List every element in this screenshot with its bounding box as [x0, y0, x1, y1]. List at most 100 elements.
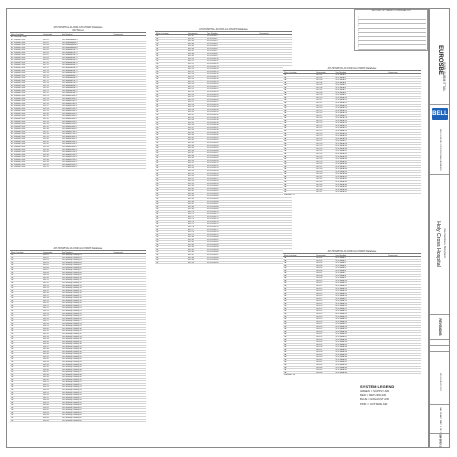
- table-cell: 1B: [11, 383, 14, 386]
- table-cell: B2 Ground Level: [11, 125, 26, 128]
- table-cell: VFV-1A4A-39: [335, 353, 347, 356]
- table-cell: VFV-1B1B-40: [207, 134, 219, 136]
- table-cell: VFV-1B1B-86: [207, 251, 219, 254]
- table-cell: SF1-46: [187, 149, 195, 152]
- schedule-rows: 1B SF1-01 VFV-1B1B-1 1B SF1-02 VFV-1B1B-2 1B SF…: [155, 35, 292, 265]
- table-cell: VFV-Hallway Gallery-47: [61, 371, 82, 373]
- table-cell: SF3-26: [42, 317, 49, 320]
- table-cell: VFV-Hallway Gallery-65: [61, 417, 82, 419]
- revisions-label: REVISIONS: [437, 318, 442, 336]
- table-cell: VFV-1A4A-1: [335, 257, 346, 259]
- table-cell: SF1-64: [187, 195, 195, 197]
- table-cell: VFV-Hallway Gallery-12: [61, 282, 82, 284]
- table-cell: VFV-HBBE13BP-2: [61, 112, 78, 115]
- table-row: 1B SF3-06 VFV-Hallway Gallery-06: [10, 267, 146, 270]
- table-cell: B2 Ground Level: [11, 100, 26, 102]
- table-cell: VFV-1A4A-36: [335, 346, 347, 348]
- table-cell: 1A: [284, 297, 287, 300]
- table-cell: 1B: [156, 220, 159, 223]
- table-row: 1A SF4-09 VFV-1A4A-9: [283, 277, 421, 280]
- table-cell: 1B: [156, 190, 159, 192]
- table-cell: VFV-Hallway Gallery-59: [61, 401, 82, 404]
- table-cell: VFV-1A2A-1: [335, 74, 346, 76]
- table-cell: 1B: [11, 271, 14, 274]
- table-cell: VFV-1B1B-26: [207, 98, 219, 101]
- table-cell: SF2-25: [316, 135, 323, 137]
- table-cell: SF3-03: [42, 259, 49, 261]
- table-cell-comment: [388, 122, 421, 124]
- table-cell: SF1-32: [187, 113, 195, 116]
- table-row: B2 Ground Level SF1-51 VFV-HBBE24BP-1: [10, 166, 146, 169]
- table-cell-comment: [388, 336, 421, 338]
- table-cell: B2 Ground Level: [11, 105, 26, 107]
- table-cell: 1B: [156, 35, 159, 37]
- table-cell: SF4-09: [316, 277, 323, 279]
- table-cell: SF3-11: [42, 279, 49, 282]
- table-cell: VFV-1A2A-35: [335, 160, 347, 163]
- table-cell: VFV-HBBEBASE-1: [61, 39, 78, 41]
- table-cell: VFV-1B1B-32: [207, 113, 219, 116]
- table-cell-comment: [113, 277, 146, 279]
- table-cell: VFV-HBBEB2BP-3: [61, 54, 78, 56]
- table-row: 1A SF4-15 VFV-1A4A-15: [283, 293, 421, 296]
- table-cell: SF2-38: [316, 168, 323, 170]
- table-cell: VFV-HBBE10BP-2: [61, 97, 78, 100]
- table-row: 1B SF1-89 VFV-1B1B-89: [155, 259, 292, 262]
- table-cell: SF4-31: [316, 333, 323, 335]
- table-row: 1B SF3-63 VFV-Hallway Gallery-63: [10, 412, 146, 415]
- table-cell: VFV-Hallway Gallery-41: [61, 355, 82, 358]
- table-cell: VFV-HBBE23BP-2: [61, 163, 78, 166]
- table-cell: VFV-Hallway Gallery-15: [61, 289, 82, 292]
- table-cell: VFV-1A4A-25: [335, 318, 347, 320]
- table-cell: VFV-HBBEB9BP-1: [61, 89, 78, 92]
- table-cell: 1A: [284, 264, 287, 267]
- table-cell: VFV-1A2A-32: [335, 152, 347, 155]
- table-cell: VFV-1A2A-11: [335, 99, 347, 102]
- table-cell: 1B: [156, 259, 159, 261]
- table-cell: 1B: [156, 68, 159, 70]
- table-cell: 1B: [11, 330, 14, 332]
- table-cell: 1B: [156, 192, 159, 195]
- table-cell: 1B: [156, 236, 159, 238]
- table-cell: VFV-HBBE16BP-2: [61, 128, 78, 130]
- table-row: 1B SF3-65 VFV-Hallway Gallery-65: [10, 417, 146, 420]
- table-cell-comment: [388, 280, 421, 282]
- table-cell: VFV-1B1B-67: [207, 203, 219, 205]
- table-cell: VFV-Hallway Gallery-13: [61, 284, 82, 287]
- table-row: 1B SF1-13 VFV-1B1B-13: [155, 66, 292, 69]
- table-row: 1B SF3-25 VFV-Hallway Gallery-25: [10, 315, 146, 318]
- table-cell-comment: [113, 105, 146, 107]
- table-cell: 1B: [156, 75, 159, 78]
- table-row: B2 Ground Level SF1-30 VFV-HBBE13BP-2: [10, 113, 146, 116]
- table-cell: SF1-45: [42, 151, 49, 153]
- table-cell: SF1-83: [187, 243, 195, 246]
- column-header: Floor Location: [156, 33, 169, 34]
- table-cell-comment: [388, 295, 421, 297]
- table-cell-comment: [113, 90, 146, 92]
- table-cell: VFV-1B1B-33: [207, 116, 219, 119]
- table-row: 1B SF3-04 VFV-Hallway Gallery-04: [10, 262, 146, 265]
- table-row: 1B SF3-61 VFV-Hallway Gallery-61: [10, 407, 146, 410]
- table-cell: VFV-HBBE12BP-1: [61, 105, 78, 107]
- table-cell: SF2-14: [316, 107, 323, 109]
- table-cell: SF3-60: [42, 404, 49, 406]
- table-cell: SF1-66: [187, 200, 195, 203]
- table-cell: VFV-1B1B-41: [207, 136, 219, 139]
- table-cell: VFV-1A2A-40: [335, 173, 347, 175]
- table-row: 1B SF3-07 VFV-Hallway Gallery-07: [10, 269, 146, 272]
- table-row: 1B SF3-60 VFV-Hallway Gallery-60: [10, 404, 146, 407]
- table-cell: 1A: [284, 109, 287, 112]
- table-cell: SF3-06: [42, 266, 49, 269]
- table-cell: 1B: [11, 274, 14, 276]
- table-cell: B2 Ground Level: [11, 79, 26, 82]
- table-row: 1B SF1-82 VFV-1B1B-82: [155, 241, 292, 244]
- sheet-border: [6, 8, 429, 448]
- table-cell: 1B: [156, 195, 159, 197]
- submittal-tag: FOR SUBMITTAL: [441, 62, 446, 92]
- table-cell: SF1-43: [42, 145, 49, 148]
- table-cell: SF1-65: [187, 198, 195, 200]
- table-cell: 1A: [284, 112, 287, 114]
- table-row: 1B SF1-56 VFV-1B1B-56: [155, 175, 292, 178]
- table-row: 1A SF4-06 VFV-1A4A-6: [283, 270, 421, 273]
- table-cell: VFV-1B1B-43: [207, 141, 219, 144]
